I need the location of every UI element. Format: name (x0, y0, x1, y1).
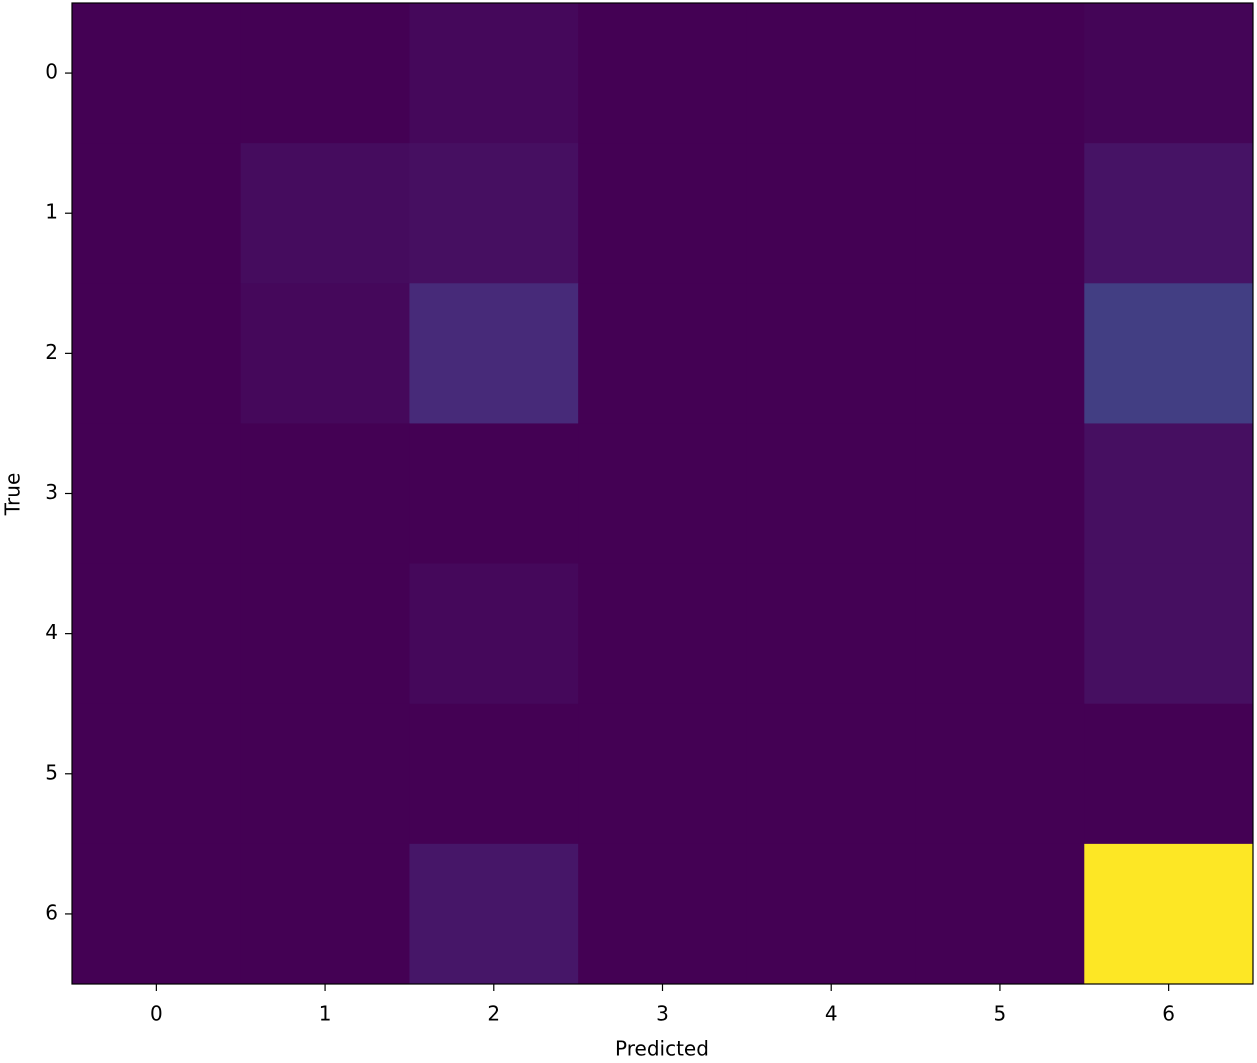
cell (240, 3, 410, 144)
cell (578, 703, 748, 845)
y-tick-label: 2 (45, 340, 58, 364)
y-tick-label: 5 (45, 760, 58, 784)
cell (746, 3, 917, 144)
cell (1084, 143, 1254, 284)
cell (1084, 423, 1254, 565)
x-tick-label: 3 (656, 1002, 669, 1026)
x-tick-label: 6 (1162, 1002, 1175, 1026)
cell (578, 143, 748, 284)
cell (72, 423, 242, 565)
cell (746, 283, 917, 424)
cell (578, 563, 748, 705)
cell (915, 843, 1085, 985)
x-tick-label: 4 (825, 1002, 838, 1026)
cell (72, 843, 242, 985)
cell (240, 423, 410, 565)
y-tick-label: 1 (45, 200, 58, 224)
cell (915, 143, 1085, 284)
x-tick-label: 5 (994, 1002, 1007, 1026)
cell (578, 843, 748, 985)
cell (409, 703, 579, 845)
y-axis-title: True (1, 473, 25, 516)
cell (1084, 3, 1254, 144)
x-tick-label: 2 (487, 1002, 500, 1026)
cell (915, 283, 1085, 424)
cell (409, 143, 579, 284)
cell (240, 843, 410, 985)
cell (409, 423, 579, 565)
cell (1084, 843, 1254, 985)
cell (1084, 703, 1254, 845)
y-tick-label: 3 (45, 480, 58, 504)
cell (409, 3, 579, 144)
cell (1084, 283, 1254, 424)
cell (240, 703, 410, 845)
cell (746, 843, 917, 985)
cell (915, 703, 1085, 845)
cell (915, 563, 1085, 705)
cell (746, 143, 917, 284)
cell (578, 283, 748, 424)
cell (915, 3, 1085, 144)
x-tick-label: 0 (150, 1002, 163, 1026)
x-axis-title: Predicted (615, 1037, 709, 1061)
cell (915, 423, 1085, 565)
cell (72, 563, 242, 705)
cell (240, 143, 410, 284)
cell (72, 3, 242, 144)
y-tick-label: 0 (45, 60, 58, 84)
cell (746, 563, 917, 705)
cell (72, 143, 242, 284)
y-tick-label: 6 (45, 900, 58, 924)
cell (578, 3, 748, 144)
cell (409, 283, 579, 424)
cell (746, 703, 917, 845)
cell (72, 703, 242, 845)
cell (240, 563, 410, 705)
y-tick-label: 4 (45, 620, 58, 644)
cell (746, 423, 917, 565)
cell (409, 843, 579, 985)
cell (240, 283, 410, 424)
x-tick-label: 1 (319, 1002, 332, 1026)
cell (1084, 563, 1254, 705)
cell (409, 563, 579, 705)
cell (72, 283, 242, 424)
cell (578, 423, 748, 565)
